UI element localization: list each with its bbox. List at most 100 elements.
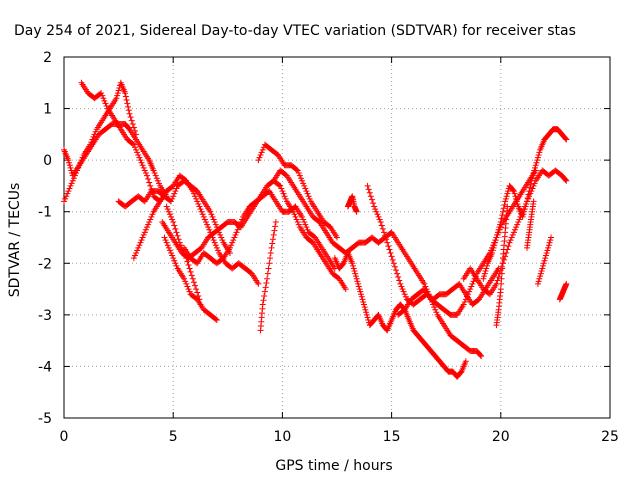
data-point [398, 283, 405, 290]
chart-title: Day 254 of 2021, Sidereal Day-to-day VTE… [14, 23, 576, 39]
data-point [302, 185, 309, 192]
data-point [92, 128, 99, 135]
data-point [177, 242, 184, 249]
data-point [168, 198, 175, 205]
data-point [371, 203, 378, 210]
data-point [231, 234, 238, 241]
data-point [267, 255, 274, 262]
data-point [465, 291, 472, 298]
data-point [489, 249, 496, 256]
data-point [295, 221, 302, 228]
data-point [499, 260, 506, 267]
data-point [497, 219, 504, 226]
data-point [296, 172, 303, 179]
data-point [186, 265, 193, 272]
data-point [375, 213, 382, 220]
data-point [352, 273, 359, 280]
data-point [212, 242, 219, 249]
data-point [299, 213, 306, 220]
data-point [138, 237, 145, 244]
data-point [548, 234, 555, 241]
data-point [208, 211, 215, 218]
data-point [184, 258, 191, 265]
data-point [529, 175, 536, 182]
data-point [206, 226, 213, 233]
data-point [207, 208, 214, 215]
data-point [282, 195, 289, 202]
data-point [469, 280, 476, 287]
series-track-15 [395, 167, 539, 318]
data-point [494, 229, 501, 236]
data-point [359, 296, 366, 303]
data-point [494, 231, 501, 238]
data-point [103, 102, 110, 109]
series-track-21 [556, 280, 570, 303]
data-point [264, 275, 271, 282]
data-point [511, 190, 518, 197]
series-track-8 [163, 203, 203, 303]
y-tick-label: -3 [38, 308, 52, 324]
data-point [193, 286, 200, 293]
data-point [507, 237, 514, 244]
data-point [303, 188, 310, 195]
data-point [210, 237, 217, 244]
data-point [562, 176, 569, 183]
data-point [421, 280, 428, 287]
series-track-14 [364, 182, 502, 308]
data-point [509, 231, 516, 238]
data-point [385, 243, 392, 250]
data-point [170, 255, 177, 262]
data-point [134, 149, 141, 156]
data-point [483, 262, 490, 269]
data-point [498, 280, 505, 287]
data-point [122, 93, 129, 100]
data-point [506, 239, 513, 246]
plot-frame [63, 56, 611, 419]
data-point [528, 177, 535, 184]
data-point [510, 188, 517, 195]
data-point [460, 301, 467, 308]
data-point [125, 103, 132, 110]
data-point [463, 293, 470, 300]
data-point [146, 219, 153, 226]
data-point [502, 195, 509, 202]
data-point [212, 221, 219, 228]
data-point [390, 260, 397, 267]
data-point [364, 182, 371, 189]
y-tick-label: 1 [43, 102, 52, 118]
data-point [195, 200, 202, 207]
data-point [234, 226, 241, 233]
data-point [563, 177, 570, 184]
data-point [342, 286, 349, 293]
data-point [503, 193, 510, 200]
data-point [368, 196, 375, 203]
data-point [478, 353, 485, 360]
data-point [358, 291, 365, 298]
data-point [98, 90, 105, 97]
data-point [210, 216, 217, 223]
data-point [257, 151, 264, 158]
data-point [379, 225, 386, 232]
data-point [131, 144, 138, 151]
data-point [66, 159, 73, 166]
data-point [496, 224, 503, 231]
data-point [233, 229, 240, 236]
data-point [539, 265, 546, 272]
data-point [546, 239, 553, 246]
data-point [499, 265, 506, 272]
data-point [68, 180, 75, 187]
data-point [302, 221, 309, 228]
data-point [262, 284, 269, 291]
data-point [481, 270, 488, 277]
series-track-11 [257, 219, 279, 334]
data-point [65, 157, 72, 164]
data-point [276, 182, 283, 189]
data-point [229, 239, 236, 246]
data-point [263, 280, 270, 287]
data-point [514, 200, 521, 207]
x-tick-label: 5 [169, 429, 178, 445]
data-point [493, 234, 500, 241]
data-point [498, 215, 505, 222]
data-point [497, 286, 504, 293]
data-point [259, 301, 266, 308]
